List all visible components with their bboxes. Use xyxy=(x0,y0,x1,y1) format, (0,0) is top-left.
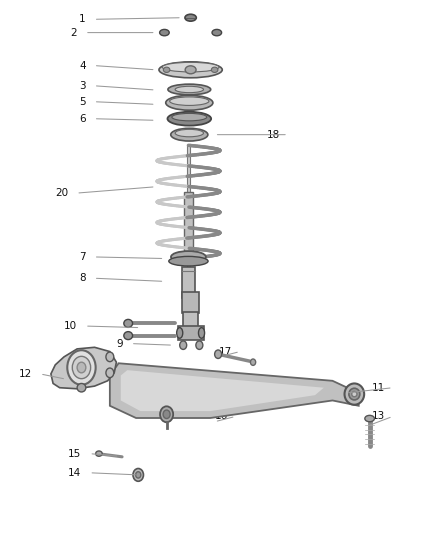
Ellipse shape xyxy=(171,128,208,141)
Text: 3: 3 xyxy=(79,81,86,91)
Ellipse shape xyxy=(163,410,170,418)
Ellipse shape xyxy=(172,114,207,121)
Ellipse shape xyxy=(185,14,196,21)
Ellipse shape xyxy=(171,251,206,263)
Ellipse shape xyxy=(159,29,169,36)
Ellipse shape xyxy=(72,357,91,378)
Ellipse shape xyxy=(77,383,86,392)
Text: 4: 4 xyxy=(79,61,86,70)
Ellipse shape xyxy=(198,328,205,338)
Text: 7: 7 xyxy=(79,252,86,262)
Bar xyxy=(182,292,199,313)
Text: 1: 1 xyxy=(79,14,86,25)
Ellipse shape xyxy=(196,341,203,350)
Bar xyxy=(182,267,195,298)
Text: 18: 18 xyxy=(267,130,280,140)
Ellipse shape xyxy=(163,67,170,72)
Ellipse shape xyxy=(136,472,141,478)
Text: 6: 6 xyxy=(79,114,86,124)
Ellipse shape xyxy=(124,332,133,340)
Text: 12: 12 xyxy=(19,369,32,379)
Ellipse shape xyxy=(106,352,114,362)
Text: 8: 8 xyxy=(79,273,86,283)
Text: 20: 20 xyxy=(55,188,68,198)
Ellipse shape xyxy=(162,62,219,72)
Ellipse shape xyxy=(160,406,173,422)
Polygon shape xyxy=(121,370,324,411)
Text: 2: 2 xyxy=(71,28,77,38)
Bar xyxy=(177,326,204,341)
Ellipse shape xyxy=(185,66,196,74)
Ellipse shape xyxy=(175,86,204,93)
Text: 14: 14 xyxy=(68,468,81,478)
Ellipse shape xyxy=(133,469,144,481)
Text: 5: 5 xyxy=(79,96,86,107)
Text: 10: 10 xyxy=(64,321,77,331)
Bar xyxy=(184,192,193,259)
Text: 13: 13 xyxy=(372,411,385,422)
Text: 11: 11 xyxy=(372,383,385,393)
Text: 16: 16 xyxy=(215,411,228,422)
Text: 17: 17 xyxy=(219,346,232,357)
Ellipse shape xyxy=(180,341,187,350)
Ellipse shape xyxy=(349,388,360,400)
Bar xyxy=(187,146,190,326)
Ellipse shape xyxy=(215,350,222,359)
Ellipse shape xyxy=(251,359,256,366)
Ellipse shape xyxy=(175,130,204,137)
Ellipse shape xyxy=(170,97,209,106)
Ellipse shape xyxy=(352,391,357,397)
Polygon shape xyxy=(110,364,359,418)
Text: 15: 15 xyxy=(68,449,81,458)
Ellipse shape xyxy=(345,383,364,405)
Ellipse shape xyxy=(212,67,218,72)
Ellipse shape xyxy=(167,112,211,126)
Ellipse shape xyxy=(212,29,222,36)
Ellipse shape xyxy=(177,328,183,338)
Ellipse shape xyxy=(168,84,211,95)
Ellipse shape xyxy=(166,95,213,110)
Ellipse shape xyxy=(159,62,222,78)
Ellipse shape xyxy=(365,415,374,422)
Ellipse shape xyxy=(67,350,95,385)
Text: 9: 9 xyxy=(117,338,123,349)
Ellipse shape xyxy=(124,319,133,327)
Ellipse shape xyxy=(95,451,102,456)
Polygon shape xyxy=(51,348,117,389)
Ellipse shape xyxy=(169,256,208,266)
Ellipse shape xyxy=(77,362,86,373)
Bar xyxy=(183,312,198,328)
Ellipse shape xyxy=(106,368,114,377)
